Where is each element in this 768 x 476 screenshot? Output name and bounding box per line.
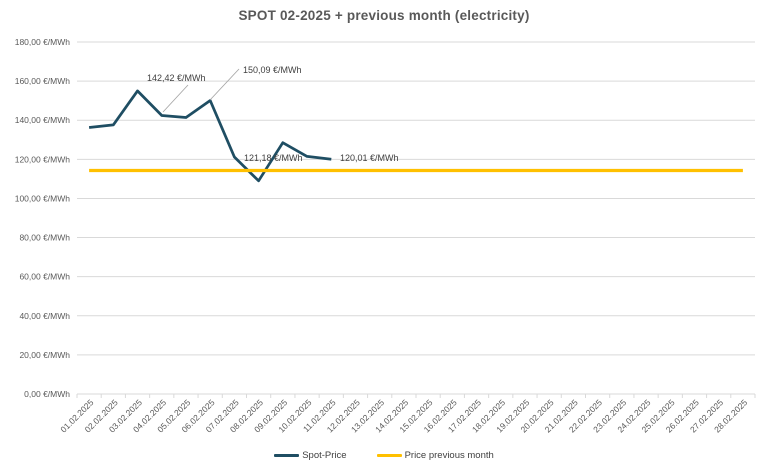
y-axis-label: 0,00 €/MWh [24,389,70,399]
spot-price-line [88,89,332,183]
data-label: 120,01 €/MWh [340,153,399,163]
y-axis-label: 160,00 €/MWh [15,76,71,86]
y-axis-label: 40,00 €/MWh [19,311,70,321]
y-axis-label: 140,00 €/MWh [15,115,71,125]
legend-label-spot-price: Spot-Price [302,450,347,461]
y-axis-label: 120,00 €/MWh [15,154,71,164]
y-axis-label: 20,00 €/MWh [19,350,70,360]
data-label: 142,42 €/MWh [147,73,206,83]
y-axis-label: 100,00 €/MWh [15,193,71,203]
legend-label-previous-month: Price previous month [404,450,494,461]
y-axis-label: 80,00 €/MWh [19,233,70,243]
y-axis-label: 180,00 €/MWh [15,37,71,47]
y-axis-label: 60,00 €/MWh [19,272,70,282]
legend-item-previous-month: Price previous month [376,450,494,461]
spot-price-line-swatch [274,454,300,457]
previous-month-line-swatch [376,454,402,457]
leader-line [162,84,189,113]
legend-item-spot-price: Spot-Price [274,450,347,461]
legend: Spot-Price Price previous month [0,450,768,461]
data-label: 150,09 €/MWh [243,65,302,75]
chart-title: SPOT 02-2025 + previous month (electrici… [238,8,530,23]
data-label: 121,18 €/MWh [244,153,303,163]
leader-line [209,68,240,101]
